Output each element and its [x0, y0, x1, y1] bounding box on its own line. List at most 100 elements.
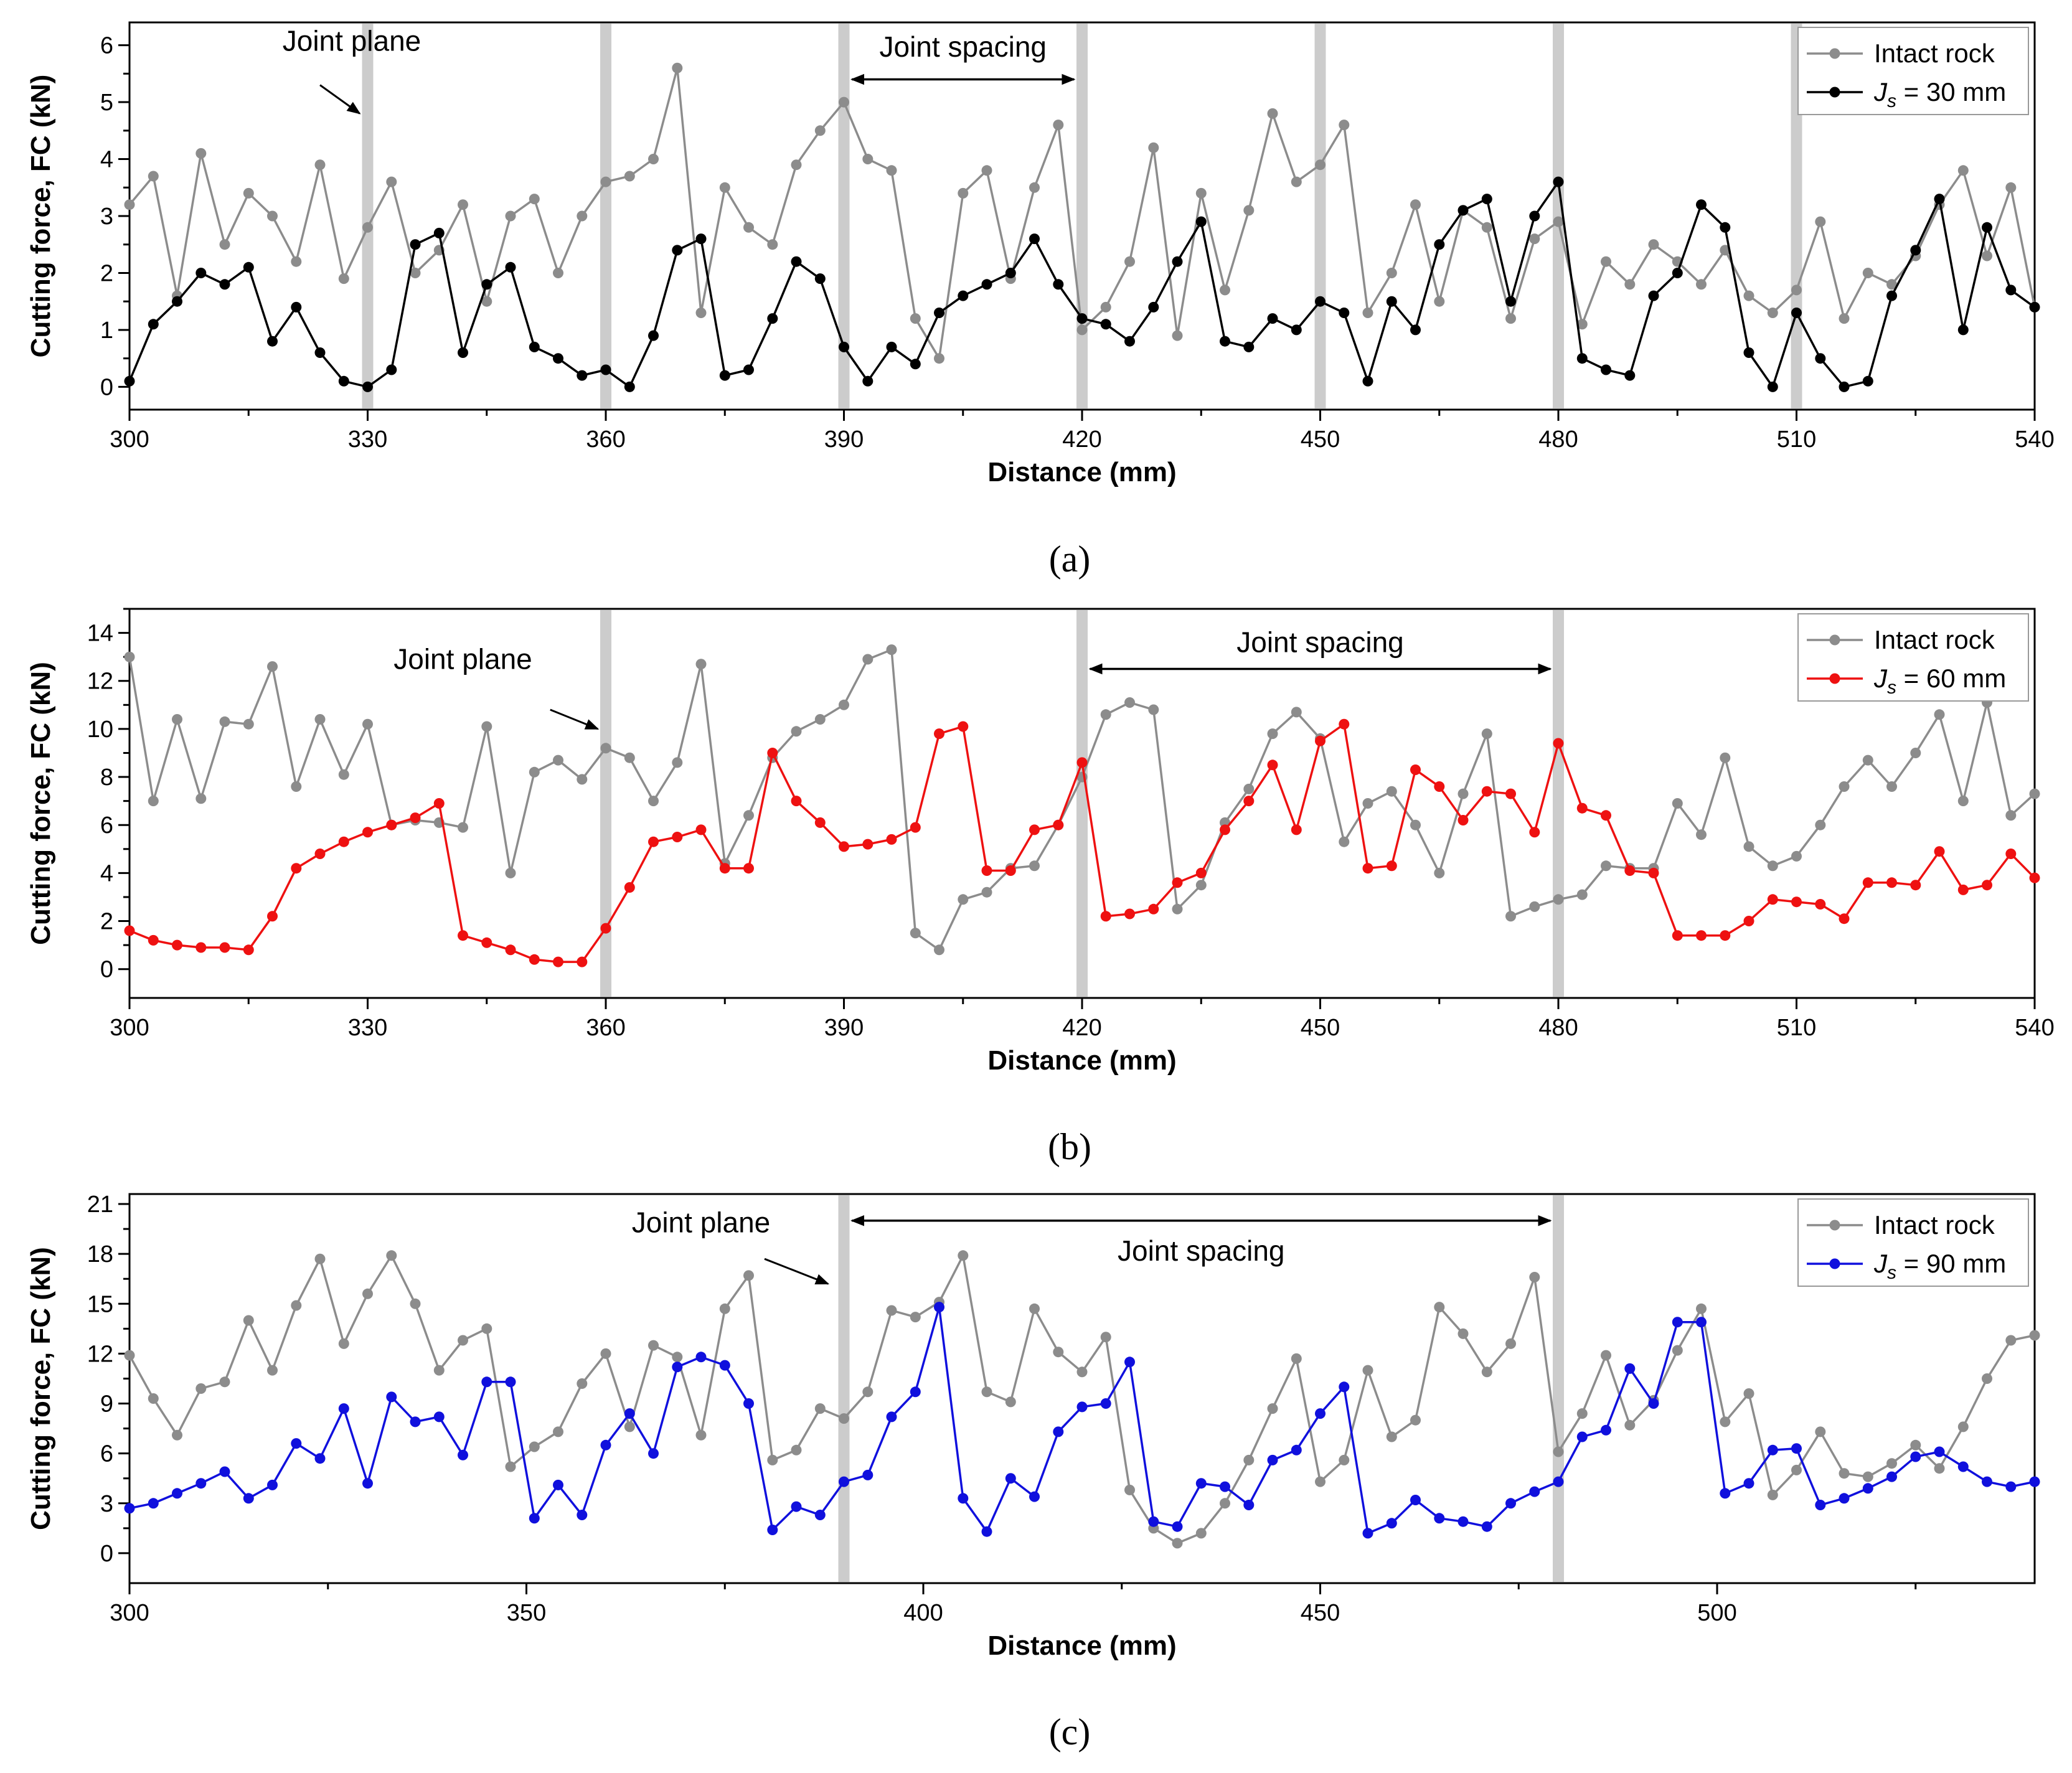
data-point [1386, 268, 1397, 278]
data-point [910, 928, 921, 939]
legend-subscript: s [1887, 677, 1896, 698]
data-point [719, 1303, 730, 1314]
y-tick-label: 8 [100, 764, 113, 791]
data-point [195, 793, 207, 804]
data-point [1410, 324, 1421, 336]
data-point [481, 279, 492, 290]
data-point [839, 699, 849, 710]
data-point [148, 319, 159, 330]
data-point [338, 375, 349, 387]
data-point [648, 836, 659, 847]
data-point [1910, 1451, 1921, 1462]
joint-plane-arrow [764, 1258, 830, 1285]
data-point [791, 726, 802, 737]
x-tick-label: 390 [824, 426, 864, 453]
data-point [148, 934, 159, 946]
data-point [910, 822, 921, 833]
joint-plane-label: Joint plane [632, 1206, 771, 1238]
data-point [767, 313, 778, 324]
joint-plane-band [838, 24, 850, 408]
data-point [1172, 877, 1183, 888]
data-point [1481, 1521, 1492, 1532]
data-point [958, 1250, 969, 1261]
data-point [1505, 911, 1516, 922]
data-point [1839, 1468, 1850, 1479]
series-intact-rock [124, 62, 2040, 364]
data-point [600, 743, 611, 754]
data-point [934, 1302, 944, 1313]
data-point [1839, 1493, 1850, 1504]
y-tick-label: 1 [100, 317, 113, 344]
data-point [1957, 796, 1969, 807]
data-point [433, 798, 445, 809]
data-point [600, 1348, 611, 1359]
joint-plane-band [600, 610, 611, 997]
x-tick-label: 350 [507, 1600, 546, 1626]
data-point [243, 1493, 254, 1504]
data-point [1434, 296, 1445, 307]
data-point [1672, 268, 1683, 278]
data-point [1100, 709, 1111, 720]
data-point [1720, 222, 1731, 233]
x-tick-label: 360 [586, 426, 625, 453]
data-point [672, 1352, 683, 1363]
data-point [1982, 222, 1992, 233]
data-point [648, 796, 659, 807]
data-point [886, 165, 897, 176]
data-point [1076, 1366, 1088, 1378]
data-point [1886, 877, 1897, 888]
data-point [1696, 279, 1707, 290]
data-point [1386, 786, 1397, 797]
data-point [1243, 205, 1255, 216]
data-point [1362, 1365, 1373, 1376]
data-point [243, 1315, 254, 1326]
data-point [1624, 279, 1636, 290]
data-point [172, 714, 182, 725]
legend-box [1797, 613, 2029, 702]
data-point [1648, 867, 1659, 878]
data-point [1743, 347, 1754, 358]
legend-value: = 90 mm [1896, 1249, 2006, 1278]
data-point [1982, 1373, 1992, 1384]
joint-plane-band [1553, 1195, 1564, 1582]
legend-box [1797, 27, 2029, 115]
data-point [314, 1253, 326, 1264]
data-point [886, 341, 897, 352]
data-point [1386, 296, 1397, 307]
data-point [958, 187, 969, 199]
y-tick-label: 15 [87, 1291, 113, 1317]
data-point [1767, 381, 1778, 392]
data-point [1124, 336, 1135, 347]
data-point [1148, 704, 1159, 715]
data-point [1576, 1408, 1588, 1419]
data-point [934, 308, 944, 318]
data-point [505, 1376, 516, 1388]
data-point [1910, 1439, 1921, 1451]
x-tick-label: 540 [2015, 1015, 2054, 1041]
x-axis-title: Distance (mm) [987, 1045, 1176, 1076]
legend-symbol: J [1873, 1249, 1888, 1278]
data-point [1457, 815, 1469, 825]
data-point [386, 1391, 397, 1403]
data-point [172, 939, 182, 951]
data-point [1457, 205, 1469, 216]
data-point [1124, 697, 1135, 708]
data-point [958, 1493, 969, 1504]
data-point [1529, 1486, 1540, 1497]
data-point [1720, 752, 1731, 763]
data-point [1743, 916, 1754, 926]
data-point [1886, 781, 1897, 792]
data-point [1220, 1498, 1230, 1509]
data-point [1839, 781, 1850, 792]
data-point [1505, 296, 1516, 307]
data-point [148, 171, 159, 182]
data-point [1243, 341, 1255, 352]
data-point [1005, 865, 1016, 876]
data-point [1982, 880, 1992, 891]
data-point [624, 1408, 635, 1419]
data-point [362, 1478, 373, 1489]
data-point [743, 1270, 754, 1281]
data-point [1481, 786, 1492, 797]
data-point [695, 659, 707, 670]
data-point [1529, 1272, 1540, 1282]
